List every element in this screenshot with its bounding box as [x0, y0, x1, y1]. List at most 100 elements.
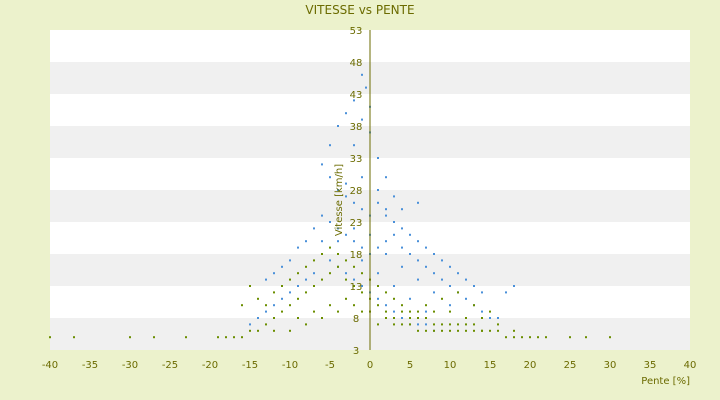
data-point-series-1 — [321, 240, 323, 243]
x-tick-label: 10 — [444, 360, 457, 371]
data-point-series-1 — [481, 310, 483, 313]
data-point-series-2 — [305, 265, 307, 268]
data-point-series-1 — [353, 201, 355, 204]
data-point-series-1 — [497, 317, 499, 319]
data-point-series-2 — [273, 291, 275, 294]
data-point-series-2 — [393, 297, 395, 300]
data-point-series-2 — [433, 329, 435, 332]
data-point-series-2 — [441, 297, 443, 300]
data-point-series-2 — [521, 336, 523, 339]
data-point-series-2 — [297, 272, 299, 275]
data-point-series-2 — [465, 317, 467, 319]
data-point-series-1 — [345, 112, 347, 115]
data-point-series-2 — [185, 336, 187, 339]
data-point-series-1 — [345, 195, 347, 198]
data-point-series-1 — [401, 208, 403, 211]
data-point-series-1 — [505, 291, 507, 294]
data-point-series-2 — [345, 297, 347, 300]
data-point-series-1 — [473, 285, 475, 287]
data-point-series-2 — [425, 317, 427, 319]
data-point-series-1 — [377, 297, 379, 300]
data-point-series-2 — [297, 297, 299, 300]
data-point-series-2 — [241, 304, 243, 307]
x-tick-label: -15 — [242, 360, 258, 371]
data-point-series-2 — [225, 336, 227, 339]
data-point-series-1 — [417, 323, 419, 326]
data-point-series-2 — [513, 329, 515, 332]
x-tick-label: 40 — [684, 360, 697, 371]
data-point-series-1 — [313, 272, 315, 275]
data-point-series-1 — [489, 317, 491, 319]
data-point-series-2 — [417, 310, 419, 313]
data-point-series-2 — [449, 329, 451, 332]
data-point-series-2 — [377, 285, 379, 287]
data-point-series-2 — [321, 253, 323, 255]
data-point-series-1 — [313, 227, 315, 230]
data-point-series-1 — [345, 272, 347, 275]
data-point-series-1 — [393, 310, 395, 313]
data-point-series-1 — [321, 163, 323, 166]
x-tick-label: 35 — [644, 360, 657, 371]
data-point-series-1 — [425, 310, 427, 313]
data-point-series-2 — [233, 336, 235, 339]
x-tick-label: 30 — [604, 360, 617, 371]
data-point-series-2 — [401, 323, 403, 326]
y-tick-label: 43 — [350, 90, 363, 101]
data-point-series-2 — [465, 329, 467, 332]
data-point-series-1 — [409, 297, 411, 300]
data-point-series-1 — [377, 189, 379, 191]
data-point-series-1 — [425, 323, 427, 326]
data-point-series-1 — [273, 304, 275, 307]
data-point-series-2 — [345, 278, 347, 281]
data-point-series-1 — [409, 233, 411, 236]
data-point-series-1 — [361, 259, 363, 262]
data-point-series-1 — [361, 176, 363, 179]
data-point-series-2 — [417, 329, 419, 332]
data-point-series-1 — [401, 317, 403, 319]
data-point-series-2 — [321, 317, 323, 319]
data-point-series-1 — [377, 246, 379, 249]
data-point-series-2 — [273, 329, 275, 332]
data-point-series-1 — [441, 259, 443, 262]
data-point-series-2 — [329, 246, 331, 249]
x-tick-label: 0 — [367, 360, 373, 371]
data-point-series-2 — [249, 329, 251, 332]
data-point-series-1 — [265, 278, 267, 281]
data-point-series-2 — [481, 317, 483, 319]
data-point-series-1 — [265, 310, 267, 313]
data-point-series-2 — [529, 336, 531, 339]
data-point-series-2 — [49, 336, 51, 339]
data-point-series-2 — [289, 304, 291, 307]
data-point-series-2 — [433, 323, 435, 326]
data-point-series-2 — [537, 336, 539, 339]
data-point-series-1 — [337, 240, 339, 243]
x-tick-label: 25 — [564, 360, 577, 371]
data-point-series-1 — [361, 246, 363, 249]
data-point-series-2 — [361, 310, 363, 313]
data-point-series-1 — [481, 291, 483, 294]
data-point-series-2 — [217, 336, 219, 339]
data-point-series-2 — [337, 253, 339, 255]
x-tick-label: -5 — [325, 360, 335, 371]
data-point-series-2 — [473, 329, 475, 332]
data-point-series-1 — [249, 323, 251, 326]
data-point-series-2 — [409, 310, 411, 313]
data-point-series-2 — [585, 336, 587, 339]
data-point-series-2 — [449, 310, 451, 313]
data-point-series-1 — [465, 278, 467, 281]
data-point-series-2 — [329, 272, 331, 275]
data-point-series-1 — [345, 182, 347, 185]
data-point-series-1 — [377, 157, 379, 159]
data-point-series-2 — [481, 329, 483, 332]
data-point-series-2 — [409, 323, 411, 326]
data-point-series-2 — [401, 304, 403, 307]
data-point-series-2 — [257, 297, 259, 300]
data-point-series-1 — [385, 214, 387, 217]
data-point-series-2 — [289, 329, 291, 332]
data-point-series-1 — [385, 253, 387, 255]
data-point-series-1 — [353, 227, 355, 230]
data-point-series-1 — [393, 285, 395, 287]
